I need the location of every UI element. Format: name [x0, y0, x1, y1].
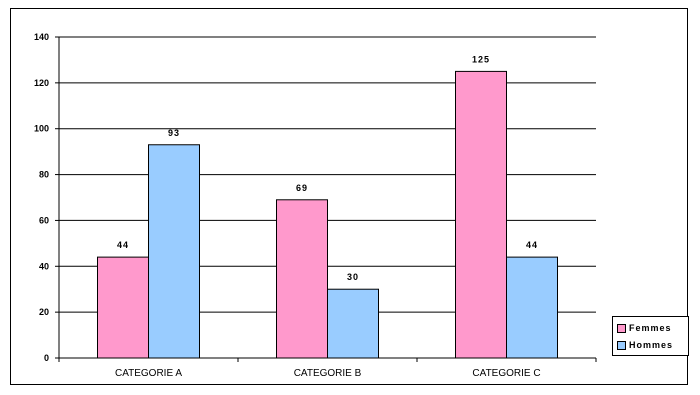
data-label: 44 [526, 240, 538, 250]
legend-label-hommes: Hommes [629, 340, 674, 350]
y-tick-label: 100 [34, 124, 49, 134]
legend-item-femmes: Femmes [617, 322, 672, 334]
bar-femmes [455, 70, 507, 359]
data-label: 44 [117, 240, 129, 250]
bar-femmes [97, 256, 149, 359]
legend-swatch-hommes [617, 340, 626, 350]
y-tick-label: 80 [39, 170, 49, 180]
data-label: 93 [168, 128, 180, 138]
y-tick-label: 120 [34, 78, 49, 88]
bar-hommes [506, 256, 558, 359]
data-label: 69 [296, 183, 308, 193]
legend-swatch-femmes [617, 323, 626, 333]
y-tick-label: 60 [39, 215, 49, 225]
x-category-label: CATEGORIE C [472, 368, 540, 379]
y-tick-label: 140 [34, 32, 49, 42]
bar-femmes [276, 199, 328, 359]
bar-hommes [327, 288, 379, 359]
legend-item-hommes: Hommes [617, 339, 673, 351]
y-tick-label: 20 [39, 307, 49, 317]
y-tick-label: 0 [44, 353, 49, 363]
y-tick-label: 40 [39, 261, 49, 271]
x-category-label: CATEGORIE B [294, 368, 362, 379]
bar-hommes [148, 144, 200, 359]
data-label: 30 [347, 272, 359, 282]
legend: Femmes Hommes [612, 316, 689, 356]
legend-label-femmes: Femmes [629, 323, 672, 333]
x-category-label: CATEGORIE A [115, 368, 182, 379]
data-label: 125 [472, 54, 490, 64]
